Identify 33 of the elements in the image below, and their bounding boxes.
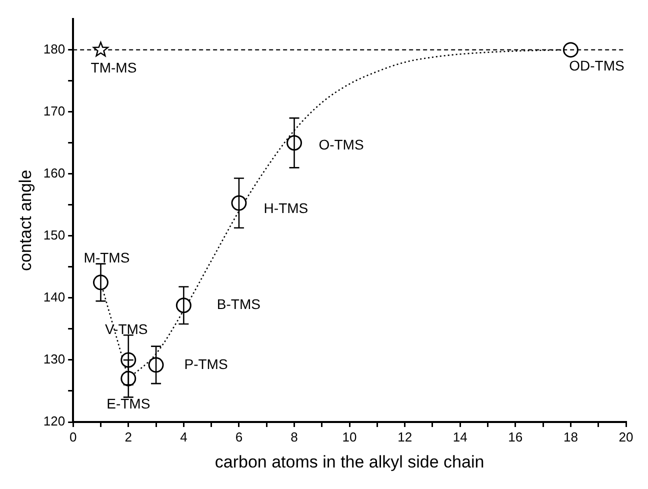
x-tick-label: 16 xyxy=(508,429,523,444)
x-tick-label: 8 xyxy=(290,429,298,444)
x-tick-label: 0 xyxy=(69,429,77,444)
x-tick-label: 4 xyxy=(180,429,188,444)
x-tick-label: 12 xyxy=(398,429,412,444)
annotation: H-TMS xyxy=(264,200,308,216)
annotation: TM-MS xyxy=(90,60,137,76)
x-tick-label: 20 xyxy=(618,429,634,444)
y-tick-label: 170 xyxy=(43,103,66,118)
y-axis-title: contact angle xyxy=(16,170,35,271)
x-axis-title: carbon atoms in the alkyl side chain xyxy=(214,452,484,472)
x-tick-label: 18 xyxy=(563,429,578,444)
point xyxy=(92,42,109,57)
x-tick-label: 10 xyxy=(342,429,357,444)
annotation: M-TMS xyxy=(84,249,130,266)
annotation: OD-TMS xyxy=(569,58,624,74)
annotation: O-TMS xyxy=(318,136,364,153)
annotation: V-TMS xyxy=(104,320,148,337)
point xyxy=(148,357,164,373)
annotation: E-TMS xyxy=(106,395,150,412)
y-tick-label: 180 xyxy=(43,41,66,56)
x-tick-label: 14 xyxy=(452,429,468,444)
y-tick-label: 130 xyxy=(43,352,66,367)
y-tick-label: 160 xyxy=(43,165,66,180)
x-tick-label: 2 xyxy=(124,429,132,444)
x-tick-label: 6 xyxy=(235,429,243,444)
y-tick-label: 150 xyxy=(43,227,66,242)
annotation: P-TMS xyxy=(184,356,228,372)
point xyxy=(231,195,247,211)
point xyxy=(562,42,578,58)
annotation: B-TMS xyxy=(216,296,260,312)
y-tick-label: 120 xyxy=(43,414,66,429)
y-tick-label: 140 xyxy=(43,290,66,305)
